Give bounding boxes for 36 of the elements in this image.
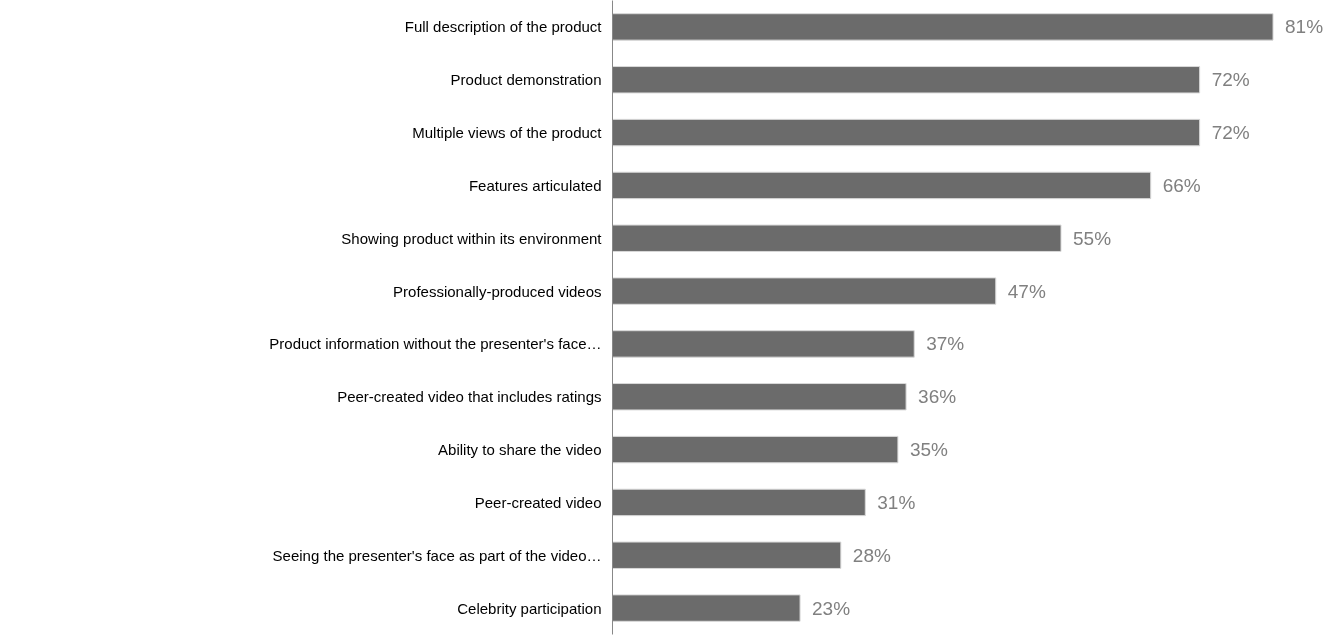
y-tick-label: Ability to share the video bbox=[438, 441, 602, 459]
bar bbox=[612, 66, 1201, 94]
data-label: 31% bbox=[877, 491, 916, 513]
data-label: 37% bbox=[926, 333, 965, 355]
data-label: 72% bbox=[1211, 69, 1250, 91]
bar bbox=[612, 594, 801, 622]
y-tick-label: Showing product within its environment bbox=[341, 229, 603, 247]
bar bbox=[612, 383, 907, 411]
y-tick-label: Product demonstration bbox=[450, 71, 602, 89]
bar bbox=[612, 541, 842, 569]
data-label: 28% bbox=[852, 544, 891, 566]
y-tick-label: Professionally-produced videos bbox=[393, 282, 602, 300]
bar bbox=[612, 224, 1062, 252]
bar bbox=[612, 13, 1274, 41]
bar bbox=[612, 171, 1152, 200]
data-label: 23% bbox=[812, 597, 851, 619]
data-label: 66% bbox=[1162, 174, 1201, 196]
y-tick-label: Celebrity participation bbox=[457, 599, 602, 617]
bar bbox=[612, 330, 915, 358]
y-tick-label: Peer-created video bbox=[474, 493, 602, 511]
data-label: 35% bbox=[909, 439, 949, 461]
y-tick-label: Features articulated bbox=[468, 176, 602, 194]
y-tick-label: Peer-created video that includes ratings bbox=[337, 388, 602, 406]
data-label: 72% bbox=[1211, 122, 1250, 144]
data-label: 36% bbox=[918, 386, 957, 408]
data-label: 47% bbox=[1007, 280, 1046, 302]
bar bbox=[612, 488, 866, 517]
bar bbox=[612, 435, 899, 464]
y-tick-label: Product information without the presenter's face… bbox=[269, 335, 602, 353]
y-tick-label: Full description of the product bbox=[404, 18, 603, 36]
y-tick-label: Seeing the presenter's face as part of the video… bbox=[272, 546, 602, 564]
bar bbox=[612, 277, 997, 305]
y-tick-label: Multiple views of the product bbox=[412, 124, 603, 142]
data-label: 55% bbox=[1073, 227, 1112, 249]
bar bbox=[612, 118, 1201, 147]
data-label: 81% bbox=[1285, 16, 1324, 38]
